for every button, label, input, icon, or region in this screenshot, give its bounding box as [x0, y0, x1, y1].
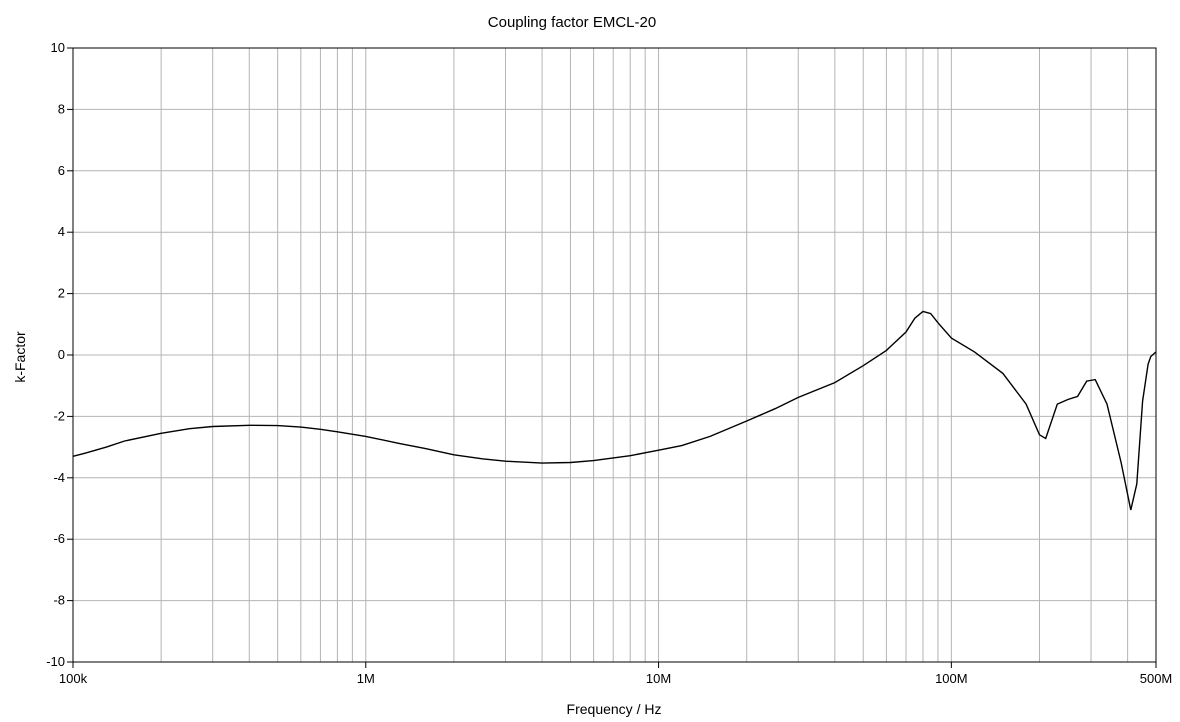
y-tick-label: -8: [53, 593, 65, 608]
x-tick-label: 100k: [59, 671, 88, 686]
y-tick-label: -4: [53, 470, 65, 485]
y-tick-label: 0: [58, 347, 65, 362]
y-tick-label: 2: [58, 286, 65, 301]
grid: [73, 48, 1156, 662]
x-axis-label: Frequency / Hz: [567, 701, 662, 717]
y-tick-label: -10: [46, 654, 65, 669]
x-tick-label: 10M: [646, 671, 671, 686]
y-tick-label: -6: [53, 531, 65, 546]
y-axis-label: k-Factor: [12, 331, 28, 383]
y-tick-label: 8: [58, 101, 65, 116]
y-tick-label: 4: [58, 224, 65, 239]
y-tick-label: -2: [53, 408, 65, 423]
chart-title: Coupling factor EMCL-20: [488, 14, 656, 31]
x-tick-label: 1M: [357, 671, 375, 686]
y-tick-label: 10: [51, 40, 65, 55]
x-tick-label: 100M: [935, 671, 968, 686]
series-line: [72, 310, 1157, 511]
y-tick-label: 6: [58, 163, 65, 178]
x-tick-label: 500M: [1140, 671, 1173, 686]
axis-ticks: [67, 47, 1157, 668]
